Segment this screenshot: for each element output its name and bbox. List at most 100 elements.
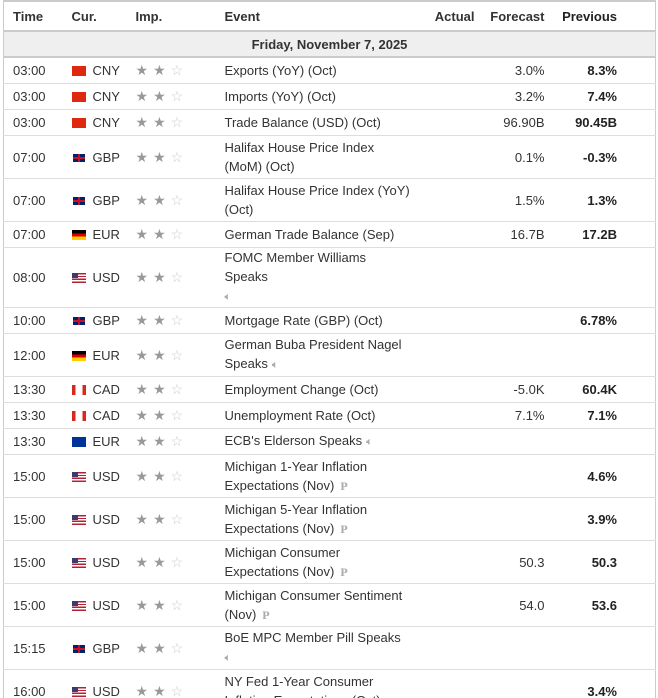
event-row[interactable]: 07:00 GBP ★ ★ ☆ Halifax House Price Index … <box>3 178 656 222</box>
event-row[interactable]: 07:00 GBP ★ ★ ☆ Halifax House Price Index … <box>3 135 656 179</box>
event-cell: Imports (YoY) (Oct) <box>224 83 415 110</box>
flag-usd-icon <box>71 514 86 525</box>
event-cell: Michigan 1-Year Inflation Expectations (… <box>224 454 415 498</box>
star-empty-icon: ☆ <box>170 682 184 698</box>
currency-code: USD <box>92 468 120 484</box>
event-name[interactable]: Mortgage Rate (GBP) (Oct) <box>224 313 383 328</box>
flag-usd-icon <box>71 557 86 568</box>
event-row[interactable]: 15:00 USD ★ ★ ☆ Michigan 5-Year Inflation … <box>3 497 656 541</box>
previous-value: -0.3% <box>544 135 656 179</box>
forecast-value <box>474 669 545 698</box>
event-row[interactable]: 13:30 CAD ★ ★ ☆ Unemployment Rate (Oct) 7.… <box>3 402 656 429</box>
event-name[interactable]: Michigan Consumer Sentiment (Nov) <box>224 587 403 622</box>
forecast-value: 3.2% <box>474 83 545 110</box>
event-name[interactable]: Halifax House Price Index (YoY) (Oct) <box>224 183 410 217</box>
event-name[interactable]: Exports (YoY) (Oct) <box>224 63 337 78</box>
currency-code: GBP <box>92 149 120 165</box>
star-empty-icon: ☆ <box>170 553 184 570</box>
star-filled-icon: ★ <box>153 269 166 285</box>
currency-code: USD <box>92 597 120 613</box>
event-time: 16:00 <box>3 669 72 698</box>
event-name[interactable]: BoE MPC Member Pill Speaks <box>224 630 401 645</box>
speaker-icon[interactable]: 🔈︎ <box>224 291 232 303</box>
currency-cell: GBP <box>71 178 136 222</box>
star-filled-icon: ★ <box>135 269 149 285</box>
star-empty-icon: ☆ <box>170 191 184 208</box>
currency-cell: GBP <box>71 135 136 179</box>
star-filled-icon: ★ <box>153 407 166 423</box>
event-name[interactable]: Michigan 1-Year Inflation Expectations (… <box>224 458 368 493</box>
actual-value <box>414 376 475 403</box>
event-row[interactable]: 03:00 CNY ★ ★ ☆ Imports (YoY) (Oct) 3.2% 7… <box>3 83 656 110</box>
header-currency[interactable]: Cur. <box>71 1 136 32</box>
event-row[interactable]: 07:00 EUR ★ ★ ☆ German Trade Balance (Sep)… <box>3 221 656 248</box>
event-name[interactable]: Imports (YoY) (Oct) <box>224 89 336 104</box>
star-filled-icon: ★ <box>135 596 149 613</box>
event-name[interactable]: NY Fed 1-Year Consumer Inflation Expecta… <box>224 674 381 698</box>
header-actual[interactable]: Actual <box>414 1 475 32</box>
forecast-value <box>474 454 545 498</box>
event-row[interactable]: 10:00 GBP ★ ★ ☆ Mortgage Rate (GBP) (Oct) … <box>3 307 656 334</box>
event-name[interactable]: Michigan 5-Year Inflation Expectations (… <box>224 501 368 536</box>
event-time: 03:00 <box>3 109 72 136</box>
actual-value <box>414 178 475 222</box>
event-time: 13:30 <box>3 428 72 455</box>
header-forecast[interactable]: Forecast <box>474 1 545 32</box>
flag-eur-icon <box>71 437 86 447</box>
star-filled-icon: ★ <box>135 510 149 527</box>
star-filled-icon: ★ <box>153 510 166 527</box>
header-importance[interactable]: Imp. <box>135 1 225 32</box>
flag-cad-icon <box>71 385 86 395</box>
currency-cell: EUR <box>71 221 136 248</box>
importance-rating: ★ ★ ☆ <box>135 333 225 377</box>
event-name[interactable]: ECB's Elderson Speaks <box>224 433 363 448</box>
currency-cell: USD <box>71 669 136 698</box>
importance-rating: ★ ★ ☆ <box>135 454 225 498</box>
event-name[interactable]: Michigan Consumer Expectations (Nov) <box>224 544 341 579</box>
event-name[interactable]: Employment Change (Oct) <box>224 382 379 397</box>
currency-code: USD <box>92 511 120 527</box>
actual-value <box>414 626 475 670</box>
actual-value <box>414 307 475 334</box>
event-row[interactable]: 15:00 USD ★ ★ ☆ Michigan 1-Year Inflation … <box>3 454 656 498</box>
header-event[interactable]: Event <box>224 1 415 32</box>
star-filled-icon: ★ <box>153 639 166 656</box>
event-time: 15:00 <box>3 454 72 498</box>
event-cell: FOMC Member Williams Speaks 🔈︎ <box>224 247 415 308</box>
header-previous[interactable]: Previous <box>544 1 656 32</box>
previous-value: 6.78% <box>544 307 656 334</box>
event-name[interactable]: German Trade Balance (Sep) <box>224 227 395 242</box>
event-name[interactable]: FOMC Member Williams Speaks <box>224 250 367 284</box>
event-row[interactable]: 15:15 GBP ★ ★ ☆ BoE MPC Member Pill Speaks… <box>3 626 656 670</box>
event-row[interactable]: 12:00 EUR ★ ★ ☆ German Buba President Nage… <box>3 333 656 377</box>
event-time: 15:00 <box>3 540 72 584</box>
event-row[interactable]: 15:00 USD ★ ★ ☆ Michigan Consumer Expectat… <box>3 540 656 584</box>
currency-cell: USD <box>71 454 136 498</box>
event-name[interactable]: Halifax House Price Index (MoM) (Oct) <box>224 140 375 174</box>
header-time[interactable]: Time <box>3 1 72 32</box>
event-row[interactable]: 13:30 EUR ★ ★ ☆ ECB's Elderson Speaks 🔈︎ <box>3 428 656 455</box>
previous-value: 4.6% <box>544 454 656 498</box>
event-time: 15:15 <box>3 626 72 670</box>
speaker-icon[interactable]: 🔈︎ <box>366 436 373 448</box>
star-filled-icon: ★ <box>153 88 166 104</box>
speaker-icon[interactable]: 🔈︎ <box>224 652 232 664</box>
importance-rating: ★ ★ ☆ <box>135 247 225 308</box>
event-name[interactable]: German Buba President Nagel Speaks <box>224 337 402 371</box>
importance-rating: ★ ★ ☆ <box>135 135 225 179</box>
event-name[interactable]: Unemployment Rate (Oct) <box>224 408 376 423</box>
event-name[interactable]: Trade Balance (USD) (Oct) <box>224 115 381 130</box>
currency-code: CAD <box>92 382 120 397</box>
star-filled-icon: ★ <box>153 596 166 613</box>
event-row[interactable]: 13:30 CAD ★ ★ ☆ Employment Change (Oct) -5… <box>3 376 656 403</box>
event-row[interactable]: 15:00 USD ★ ★ ☆ Michigan Consumer Sentimen… <box>3 583 656 627</box>
flag-usd-icon <box>71 600 86 611</box>
currency-code: GBP <box>92 640 120 656</box>
event-time: 13:30 <box>3 402 72 429</box>
speaker-icon[interactable]: 🔈︎ <box>271 359 279 371</box>
event-row[interactable]: 03:00 CNY ★ ★ ☆ Trade Balance (USD) (Oct) … <box>3 109 656 136</box>
event-row[interactable]: 16:00 USD ★★☆ NY Fed 1-Year Consumer Inf… <box>3 669 656 698</box>
event-row[interactable]: 08:00 USD ★ ★ ☆ FOMC Member Williams Speak… <box>3 247 656 308</box>
event-time: 07:00 <box>3 135 72 179</box>
event-row[interactable]: 03:00 CNY ★ ★ ☆ Exports (YoY) (Oct) 3.0% 8… <box>3 57 656 84</box>
